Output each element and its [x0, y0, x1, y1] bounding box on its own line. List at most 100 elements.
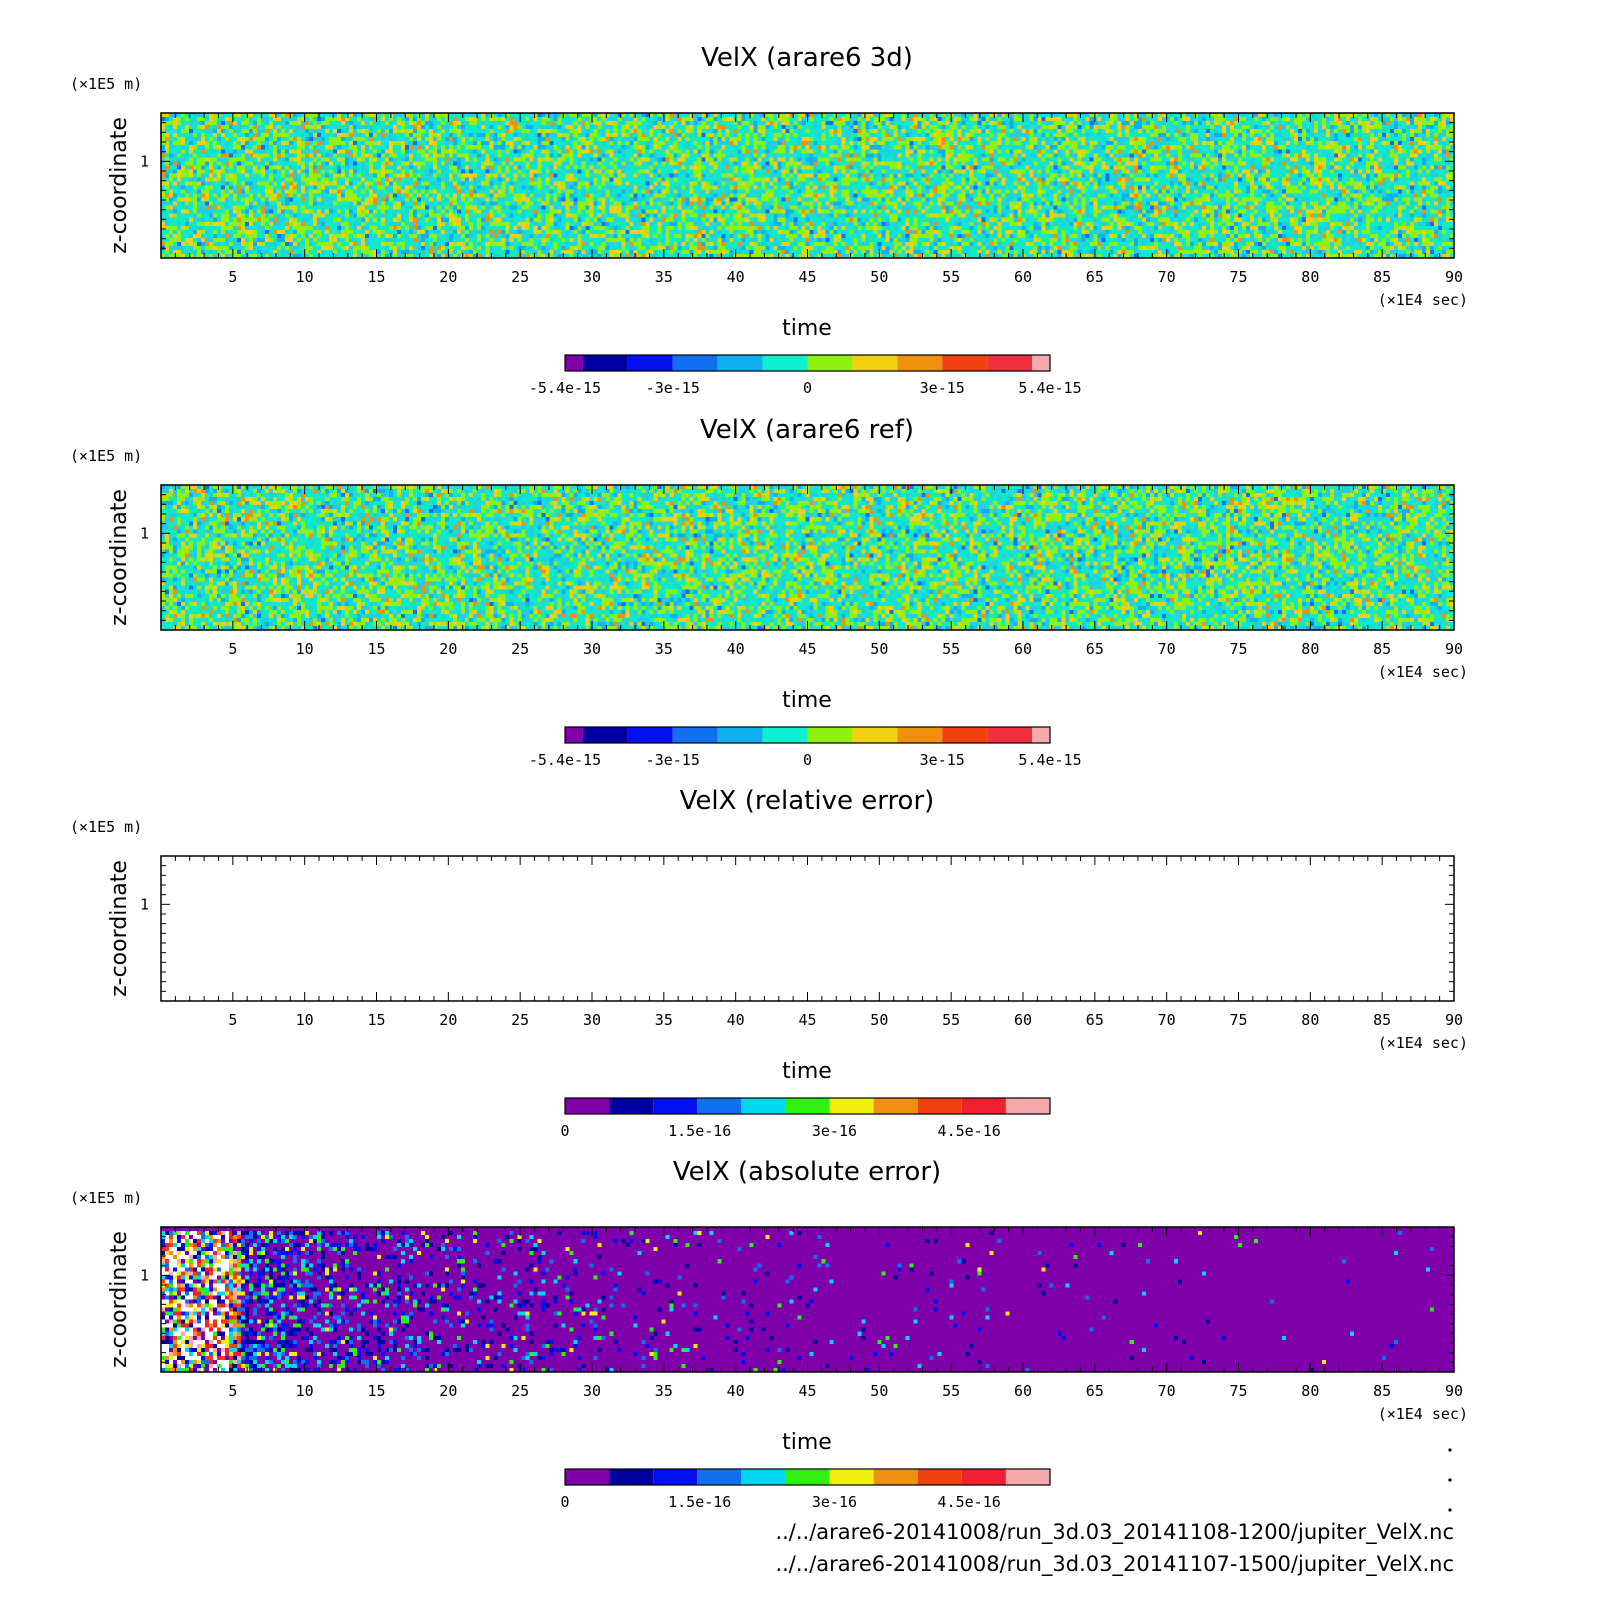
colorbar-segment: [807, 727, 853, 743]
colorbar-segment: [917, 1469, 962, 1485]
y-tick-label: 1: [140, 1266, 149, 1284]
colorbar-segment: [672, 355, 718, 371]
x-tick-label: 35: [655, 1011, 673, 1029]
colorbar-segment: [961, 1469, 1006, 1485]
y-tick-label: 1: [140, 524, 149, 542]
colorbar-tick-label: 3e-15: [920, 751, 965, 769]
x-tick-label: 90: [1445, 640, 1463, 658]
x-tick-label: 65: [1086, 640, 1104, 658]
panel-title: VelX (arare6 ref): [700, 415, 914, 445]
colorbar-segment: [1032, 727, 1050, 743]
heatmap-field: [161, 113, 1454, 258]
x-tick-label: 65: [1086, 1382, 1104, 1400]
x-tick-label: 25: [511, 1382, 529, 1400]
colorbar-tick-label: -3e-15: [646, 379, 700, 397]
x-axis-label: time: [782, 1059, 832, 1084]
colorbar-segment: [609, 1469, 654, 1485]
colorbar-segment: [653, 1469, 698, 1485]
x-tick-label: 50: [870, 1382, 888, 1400]
colorbar-segment: [565, 1469, 610, 1485]
x-tick-label: 80: [1301, 1382, 1319, 1400]
colorbar-segment: [897, 727, 943, 743]
x-tick-label: 20: [439, 1382, 457, 1400]
x-tick-label: 70: [1158, 1011, 1176, 1029]
x-tick-label: 15: [367, 1382, 385, 1400]
colorbar-segment: [852, 355, 898, 371]
x-tick-label: 45: [798, 640, 816, 658]
x-tick-label: 90: [1445, 268, 1463, 286]
colorbar-segment: [717, 355, 763, 371]
x-tick-label: 75: [1229, 1382, 1247, 1400]
colorbar-segment: [917, 1098, 962, 1114]
colorbar-segment: [653, 1098, 698, 1114]
colorbar-segment: [741, 1469, 786, 1485]
panel-1: VelX (arare6 3d)(×1E5 m)5 10 15 20 25 30 35 40 4…: [70, 43, 1468, 397]
colorbar-tick-label: 0: [560, 1122, 569, 1140]
margin-dot-2: [1448, 1478, 1452, 1482]
y-tick-label: 1: [140, 895, 149, 913]
colorbar-segment: [582, 727, 628, 743]
x-tick-label: 60: [1014, 640, 1032, 658]
colorbar-tick-label: 5.4e-15: [1018, 751, 1081, 769]
panel-title: VelX (relative error): [680, 786, 935, 816]
colorbar-tick-label: -3e-15: [646, 751, 700, 769]
colorbar-frame: [564, 1097, 1051, 1115]
colorbar-segment: [697, 1469, 742, 1485]
x-tick-label: 15: [367, 1011, 385, 1029]
colorbar-segment: [565, 1098, 610, 1114]
colorbar-segment: [829, 1469, 874, 1485]
colorbar-tick-label: 5.4e-15: [1018, 379, 1081, 397]
x-tick-label: 25: [511, 1011, 529, 1029]
panel-title: VelX (absolute error): [673, 1157, 941, 1187]
x-tick-label: 65: [1086, 268, 1104, 286]
x-tick-label: 20: [439, 640, 457, 658]
x-tick-label: 80: [1301, 1011, 1319, 1029]
x-tick-label: 35: [655, 268, 673, 286]
colorbar-segment: [987, 727, 1033, 743]
colorbar-segment: [717, 727, 763, 743]
y-unit-label: (×1E5 m): [70, 818, 142, 836]
x-tick-label: 55: [942, 268, 960, 286]
y-axis-label: z-coordinate: [107, 489, 132, 626]
colorbar-segment: [762, 355, 808, 371]
x-axis-label: time: [782, 316, 832, 341]
panel-2: VelX (arare6 ref)(×1E5 m)5 10 15 20 25 30 35 40…: [70, 415, 1468, 769]
x-tick-label: 5: [228, 268, 237, 286]
colorbar-segment: [942, 355, 988, 371]
colorbar-frame: [564, 1468, 1051, 1486]
colorbar-segment: [785, 1469, 830, 1485]
heatmap-field: [161, 1227, 1454, 1372]
colorbar-tick-label: 0: [803, 751, 812, 769]
x-tick-label: 35: [655, 640, 673, 658]
colorbar-tick-label: 1.5e-16: [668, 1122, 731, 1140]
x-tick-label: 70: [1158, 268, 1176, 286]
colorbar: 0 1.5e-16 3e-16 4.5e-16: [560, 1468, 1051, 1511]
colorbar-tick-label: 3e-15: [920, 379, 965, 397]
footer-path-1: ../../arare6-20141008/run_3d.03_20141108…: [775, 1520, 1454, 1545]
x-tick-label: 85: [1373, 268, 1391, 286]
x-tick-label: 45: [798, 1011, 816, 1029]
x-tick-label: 45: [798, 268, 816, 286]
x-tick-label: 55: [942, 1011, 960, 1029]
y-axis-label: z-coordinate: [107, 1231, 132, 1368]
colorbar-segment: [672, 727, 718, 743]
x-tick-label: 60: [1014, 268, 1032, 286]
x-axis-label: time: [782, 688, 832, 713]
x-tick-label: 45: [798, 1382, 816, 1400]
colorbar-tick-label: -5.4e-15: [529, 751, 601, 769]
x-unit-label: (×1E4 sec): [1378, 663, 1468, 681]
colorbar: 0 1.5e-16 3e-16 4.5e-16: [560, 1097, 1051, 1140]
y-axis-label: z-coordinate: [107, 117, 132, 254]
x-tick-label: 10: [296, 1011, 314, 1029]
colorbar-tick-label: 0: [560, 1493, 569, 1511]
x-tick-label: 55: [942, 640, 960, 658]
x-unit-label: (×1E4 sec): [1378, 1405, 1468, 1423]
x-tick-label: 20: [439, 1011, 457, 1029]
colorbar-frame: [564, 726, 1051, 744]
x-tick-label: 25: [511, 640, 529, 658]
x-unit-label: (×1E4 sec): [1378, 291, 1468, 309]
colorbar-segment: [697, 1098, 742, 1114]
colorbar-segment: [942, 727, 988, 743]
x-tick-label: 70: [1158, 1382, 1176, 1400]
